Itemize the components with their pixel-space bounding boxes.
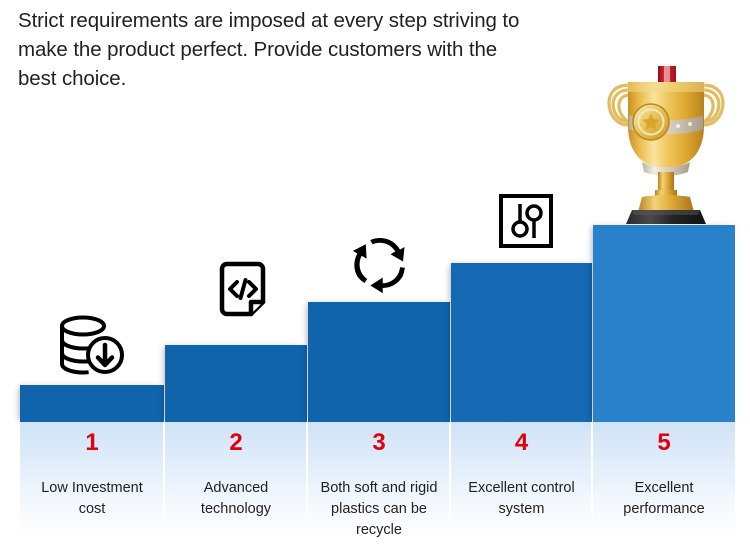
- step-column-4[interactable]: 4 Excellent control system: [451, 0, 592, 557]
- page-title: Strict requirements are imposed at every…: [18, 9, 520, 90]
- step-caption-1: Low Investment cost: [41, 480, 143, 517]
- bar-5: [593, 225, 735, 422]
- control-panel-icon: [497, 192, 555, 250]
- label-panel-4: [451, 422, 592, 557]
- step-number-4: 4: [514, 429, 529, 456]
- step-column-2[interactable]: 2 Advanced technology: [165, 0, 307, 557]
- label-panel-1: [20, 422, 164, 557]
- bar-3: [308, 302, 450, 422]
- database-download-icon: [52, 312, 126, 378]
- recycle-icon: [347, 230, 413, 296]
- step-caption-4: Excellent control system: [468, 480, 575, 517]
- bar-4: [451, 263, 592, 422]
- step-caption-3: Both soft and rigid plastics can be recy…: [320, 480, 438, 538]
- step-number-2: 2: [229, 429, 243, 456]
- step-number-3: 3: [372, 429, 386, 456]
- label-panel-3: [308, 422, 450, 557]
- panel-separator-3: [449, 422, 451, 514]
- panel-separator-4: [591, 422, 593, 514]
- step-number-5: 5: [657, 429, 671, 456]
- step-number-1: 1: [85, 429, 99, 456]
- label-panel-5: [593, 422, 735, 557]
- panel-separator-2: [306, 422, 308, 514]
- step-column-3[interactable]: 3 Both soft and rigid plastics can be re…: [308, 0, 450, 557]
- step-column-1[interactable]: 1 Low Investment cost: [20, 0, 164, 557]
- step-column-5[interactable]: 5 Excellent performance: [593, 0, 735, 557]
- bar-1: [20, 385, 164, 422]
- step-caption-2: Advanced technology: [200, 480, 272, 517]
- trophy-icon: [598, 52, 734, 224]
- panel-separator-1: [163, 422, 165, 514]
- step-caption-5: Excellent performance: [623, 480, 705, 517]
- label-panel-2: [165, 422, 307, 557]
- code-document-icon: [216, 258, 272, 320]
- bar-2: [165, 345, 307, 422]
